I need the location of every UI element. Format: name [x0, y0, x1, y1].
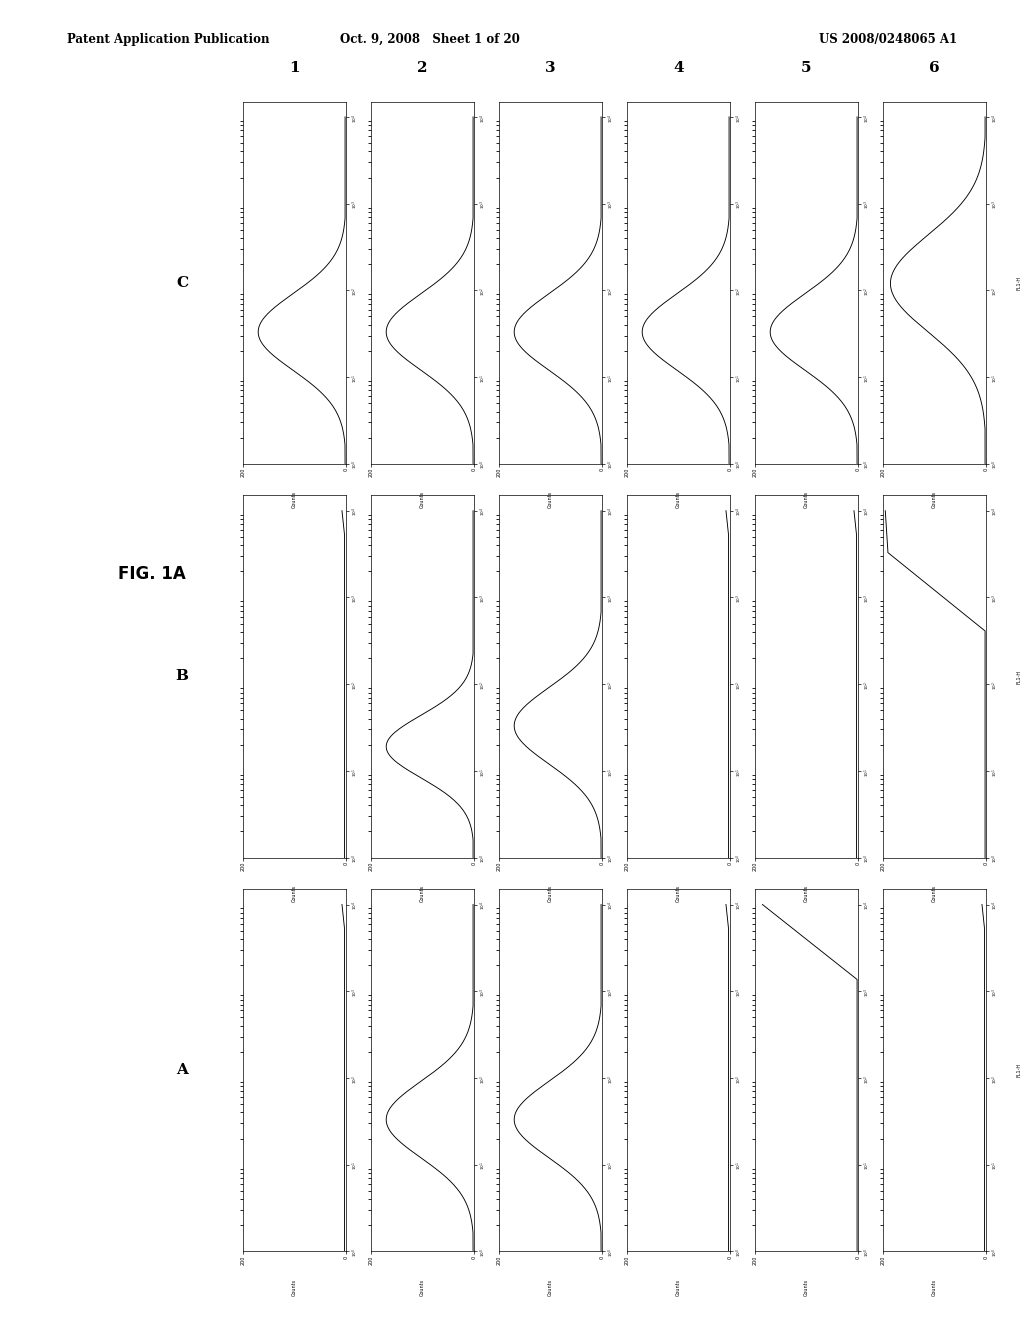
Y-axis label: FL1-H: FL1-H: [376, 276, 381, 290]
X-axis label: Counts: Counts: [292, 491, 297, 508]
X-axis label: Counts: Counts: [420, 491, 425, 508]
Text: 6: 6: [929, 61, 940, 75]
X-axis label: Counts: Counts: [804, 884, 809, 902]
Y-axis label: FL1-H: FL1-H: [632, 1063, 637, 1077]
X-axis label: Counts: Counts: [420, 1279, 425, 1296]
X-axis label: Counts: Counts: [932, 1279, 937, 1296]
Text: US 2008/0248065 A1: US 2008/0248065 A1: [819, 33, 957, 46]
Text: B: B: [176, 669, 188, 684]
Text: Patent Application Publication: Patent Application Publication: [67, 33, 269, 46]
X-axis label: Counts: Counts: [676, 884, 681, 902]
Y-axis label: FL1-H: FL1-H: [504, 1063, 509, 1077]
X-axis label: Counts: Counts: [548, 1279, 553, 1296]
X-axis label: Counts: Counts: [804, 491, 809, 508]
Y-axis label: FL1-H: FL1-H: [376, 1063, 381, 1077]
Text: Oct. 9, 2008   Sheet 1 of 20: Oct. 9, 2008 Sheet 1 of 20: [340, 33, 520, 46]
Text: FIG. 1A: FIG. 1A: [118, 565, 185, 583]
Text: C: C: [176, 276, 188, 289]
Y-axis label: FL1-H: FL1-H: [888, 669, 893, 684]
X-axis label: Counts: Counts: [292, 1279, 297, 1296]
Y-axis label: FL1-H: FL1-H: [376, 669, 381, 684]
Y-axis label: FL1-H: FL1-H: [1016, 669, 1021, 684]
Y-axis label: FL1-H: FL1-H: [760, 1063, 765, 1077]
Y-axis label: FL1-H: FL1-H: [1016, 276, 1021, 290]
Y-axis label: FL1-H: FL1-H: [888, 1063, 893, 1077]
Y-axis label: FL1-H: FL1-H: [888, 276, 893, 290]
Text: 5: 5: [801, 61, 812, 75]
Y-axis label: FL1-H: FL1-H: [504, 276, 509, 290]
Text: A: A: [176, 1064, 188, 1077]
X-axis label: Counts: Counts: [548, 884, 553, 902]
Text: 2: 2: [417, 61, 428, 75]
Text: 1: 1: [289, 61, 300, 75]
Text: 3: 3: [545, 61, 556, 75]
Y-axis label: FL1-H: FL1-H: [632, 669, 637, 684]
X-axis label: Counts: Counts: [932, 491, 937, 508]
Y-axis label: FL1-H: FL1-H: [632, 276, 637, 290]
Y-axis label: FL1-H: FL1-H: [760, 276, 765, 290]
Text: 4: 4: [673, 61, 684, 75]
Y-axis label: FL1-H: FL1-H: [760, 669, 765, 684]
X-axis label: Counts: Counts: [932, 884, 937, 902]
X-axis label: Counts: Counts: [420, 884, 425, 902]
X-axis label: Counts: Counts: [292, 884, 297, 902]
X-axis label: Counts: Counts: [548, 491, 553, 508]
X-axis label: Counts: Counts: [804, 1279, 809, 1296]
Y-axis label: FL1-H: FL1-H: [504, 669, 509, 684]
X-axis label: Counts: Counts: [676, 1279, 681, 1296]
Y-axis label: FL1-H: FL1-H: [1016, 1063, 1021, 1077]
X-axis label: Counts: Counts: [676, 491, 681, 508]
